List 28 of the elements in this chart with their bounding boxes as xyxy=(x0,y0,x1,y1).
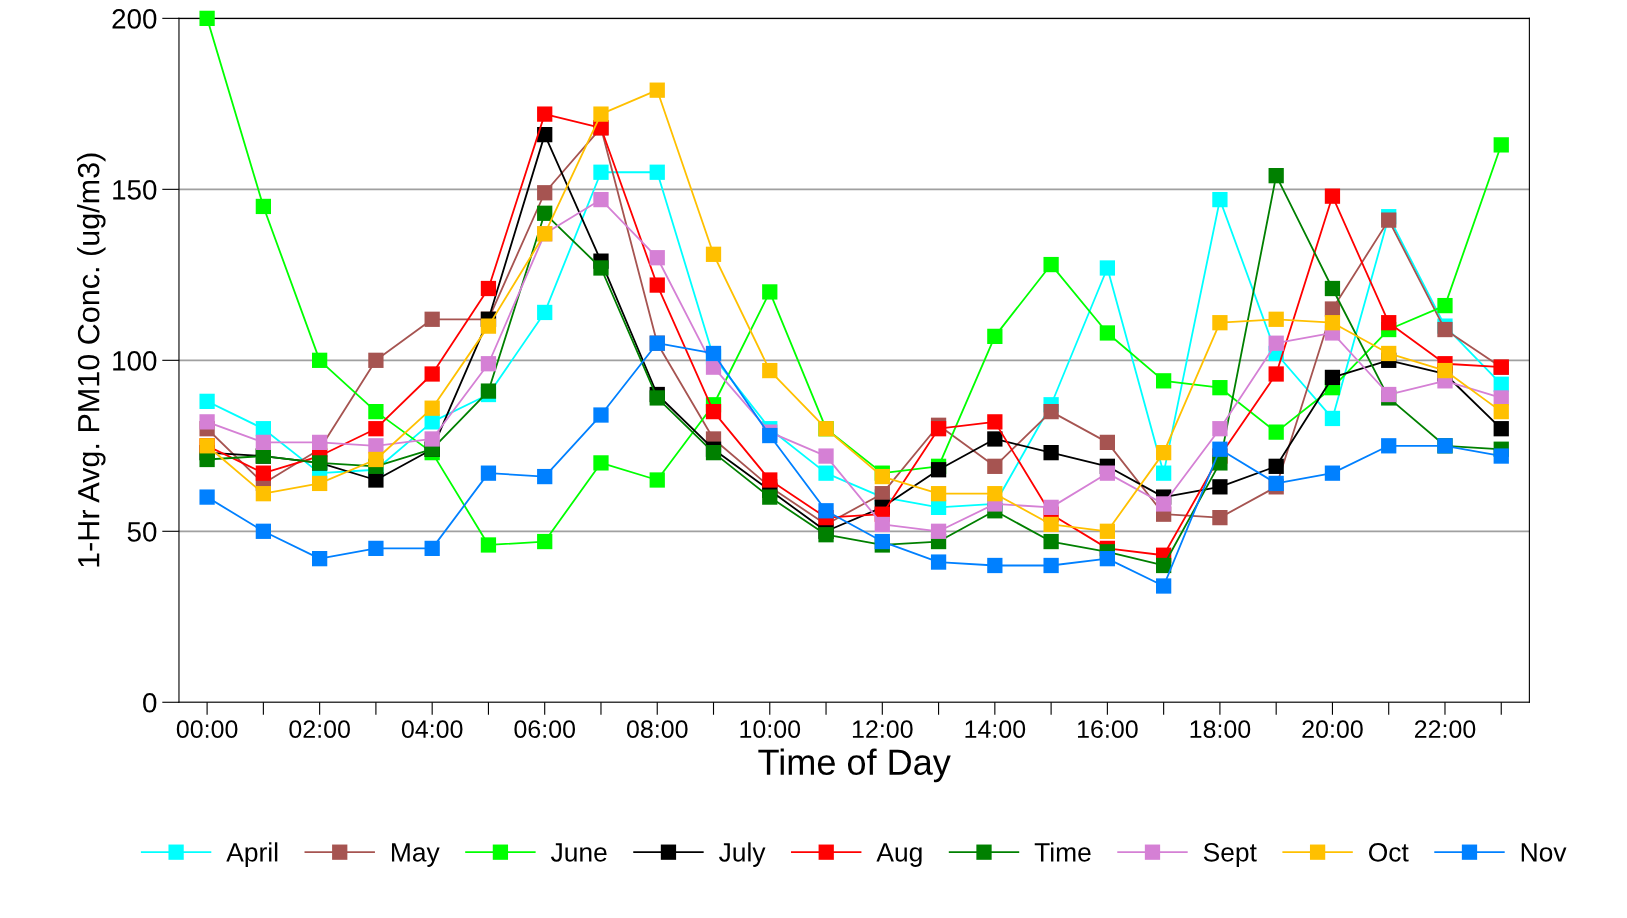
y-axis-title: 1-Hr Avg. PM10 Conc. (ug/m3) xyxy=(77,153,106,567)
x-tick-label: 06:00 xyxy=(514,720,576,738)
legend-label: Nov xyxy=(1521,843,1567,862)
x-tick-label: 12:00 xyxy=(852,720,913,738)
x-tick-label: 00:00 xyxy=(176,720,238,738)
legend-label: June xyxy=(550,843,607,862)
legend-label: May xyxy=(392,843,440,867)
legend-label: Sept xyxy=(1203,842,1257,867)
x-tick-label: 02:00 xyxy=(289,720,350,738)
y-tick-label: 50 xyxy=(127,521,157,542)
x-tick-label: 08:00 xyxy=(626,720,688,738)
legend-label: Time xyxy=(1034,842,1091,862)
x-tick-label: 22:00 xyxy=(1414,720,1476,738)
legend-label: April xyxy=(226,842,278,867)
x-tick-label: 10:00 xyxy=(740,720,801,738)
x-axis-title: Time of Day xyxy=(758,748,951,783)
y-tick-label: 0 xyxy=(143,692,157,713)
y-tick-label: 150 xyxy=(113,180,157,200)
legend-label: Oct xyxy=(1368,842,1409,862)
x-tick-label: 16:00 xyxy=(1078,720,1138,738)
legend-label: July xyxy=(719,842,766,867)
y-tick-label: 100 xyxy=(113,350,157,371)
x-tick-label: 18:00 xyxy=(1190,720,1251,738)
x-tick-label: 04:00 xyxy=(401,720,463,738)
x-tick-label: 20:00 xyxy=(1302,720,1363,738)
x-tick-label: 14:00 xyxy=(965,720,1026,738)
y-tick-label: 200 xyxy=(112,9,157,29)
legend-label: Aug xyxy=(876,843,922,867)
